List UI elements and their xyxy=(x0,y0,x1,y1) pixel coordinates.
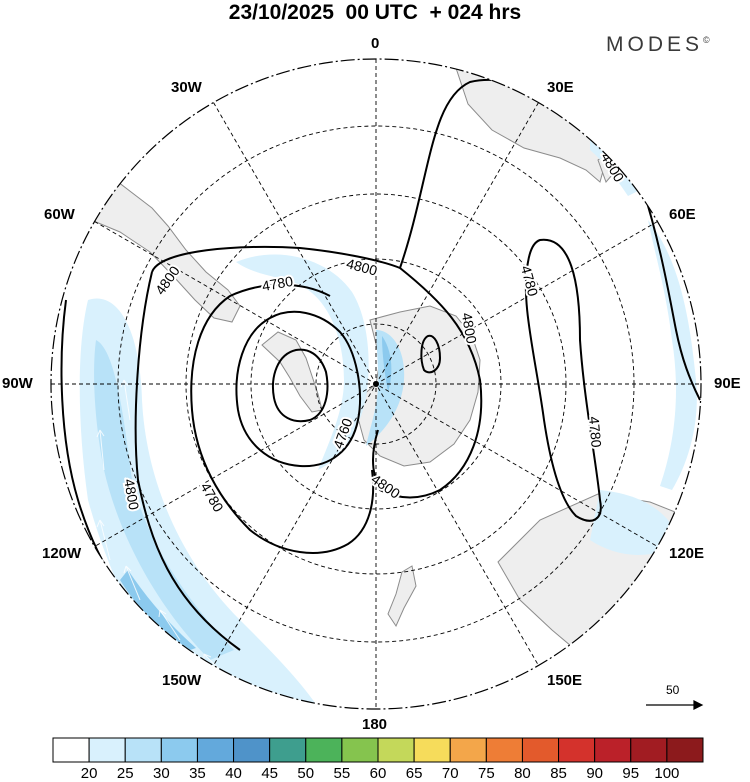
colorbar-swatch xyxy=(558,737,596,763)
colorbar-tick-label: 95 xyxy=(622,765,640,782)
contour-label: 4780 xyxy=(586,416,605,449)
lon-label-150e: 150E xyxy=(547,672,583,689)
wind-band-southeast xyxy=(590,490,680,555)
wind-arrow xyxy=(120,379,131,421)
colorbar-tick-label: 90 xyxy=(586,765,603,782)
colorbar-tick-label: 80 xyxy=(514,765,531,782)
lon-label-120e: 120E xyxy=(669,545,705,562)
contour-label: 4780 xyxy=(518,264,542,298)
contour-4740 xyxy=(272,348,329,423)
modes-logo: MODES© xyxy=(606,33,710,57)
colorbar-tick-label: 25 xyxy=(116,765,134,782)
wind-arrows xyxy=(96,379,231,681)
contour-4760 xyxy=(235,310,361,468)
wind-band-west-max xyxy=(120,570,196,652)
wind-band-east xyxy=(648,220,697,490)
colorbar-swatch xyxy=(124,737,162,763)
wind-arrow xyxy=(158,609,181,641)
colorbar-tick-label: 30 xyxy=(152,765,170,782)
colorbar-tick-label: 75 xyxy=(477,765,495,782)
colorbar-tick-label: 40 xyxy=(225,765,242,782)
contour-small-low xyxy=(420,334,442,374)
contour-label: 4800 xyxy=(345,255,379,279)
colorbar-swatch xyxy=(594,737,632,763)
wind-arrow xyxy=(96,429,105,471)
contour-label: 4780 xyxy=(261,273,295,294)
colorbar-swatch xyxy=(341,737,379,763)
colorbar-tick-label: 65 xyxy=(405,765,423,782)
colorbar-swatch xyxy=(449,737,487,763)
south-america-landmass xyxy=(71,167,241,323)
contour-4800-inner xyxy=(134,271,241,651)
wind-band-arc xyxy=(236,254,369,470)
lon-label-120w: 120W xyxy=(42,545,82,562)
lon-label-90w: 90W xyxy=(2,375,33,392)
lon-label-60e: 60E xyxy=(669,206,696,223)
contour-4780-east xyxy=(524,238,602,522)
colorbar-swatch xyxy=(630,737,668,763)
colorbar-swatch xyxy=(666,737,704,763)
wind-band-arc-core xyxy=(366,330,405,446)
copyright-mark: © xyxy=(703,35,710,45)
contour-4780-outer xyxy=(190,283,375,554)
colorbar-swatch xyxy=(196,737,235,763)
wind-band-northeast xyxy=(590,140,640,196)
contour-4800-antarctic xyxy=(372,267,483,499)
wind-band-arc-max xyxy=(382,336,392,392)
colorbar-swatch xyxy=(233,737,271,763)
colorbar-swatch xyxy=(88,737,126,763)
colorbar-tick-label: 60 xyxy=(369,765,387,782)
wind-arrow xyxy=(123,565,141,601)
wind-band-west-core xyxy=(94,340,234,660)
lon-label-180: 180 xyxy=(362,716,388,733)
pole-marker xyxy=(373,381,379,387)
lon-label-0: 0 xyxy=(371,35,380,52)
colorbar-swatch xyxy=(377,737,415,763)
antarctic-peninsula-landmass xyxy=(261,331,323,413)
colorbar-tick-label: 45 xyxy=(261,765,278,782)
colorbar-tick-label: 55 xyxy=(333,765,351,782)
colorbar-tick-label: 85 xyxy=(550,765,567,782)
arrow-right-head xyxy=(693,700,704,710)
contour-4800-main xyxy=(151,78,701,401)
lon-label-90e: 90E xyxy=(714,375,741,392)
lon-label-30e: 30E xyxy=(547,79,574,96)
colorbar-tick-label: 70 xyxy=(441,765,459,782)
lon-label-30w: 30W xyxy=(171,79,202,96)
wind-scale-arrow xyxy=(646,700,704,710)
map-disc: 4800 4780 4760 4800 4780 4800 4780 4800 … xyxy=(51,59,701,709)
colorbar-swatch xyxy=(413,737,451,763)
lon-label-150w: 150W xyxy=(162,672,202,689)
new-zealand-landmass xyxy=(387,565,417,628)
colorbar-tick-label: 50 xyxy=(297,765,315,782)
lon-label-60w: 60W xyxy=(44,206,75,223)
colorbar-swatch xyxy=(269,737,307,763)
colorbar-swatch xyxy=(160,737,198,763)
colorbar-swatch xyxy=(485,737,523,763)
colorbar-tick-label: 20 xyxy=(80,765,98,782)
wind-scale-label: 50 xyxy=(666,683,680,697)
colorbar-tick-label: 100 xyxy=(654,765,680,782)
contour-label: 4780 xyxy=(197,480,227,515)
map-title: 23/10/2025 00 UTC + 024 hrs xyxy=(228,1,522,24)
brand-name: MODES xyxy=(606,33,704,56)
colorbar-swatch xyxy=(305,737,343,763)
colorbar xyxy=(52,737,704,763)
colorbar-tick-label: 35 xyxy=(189,765,206,782)
colorbar-swatch xyxy=(521,737,560,763)
colorbar-swatch xyxy=(52,737,90,763)
map-boundary xyxy=(50,58,702,710)
